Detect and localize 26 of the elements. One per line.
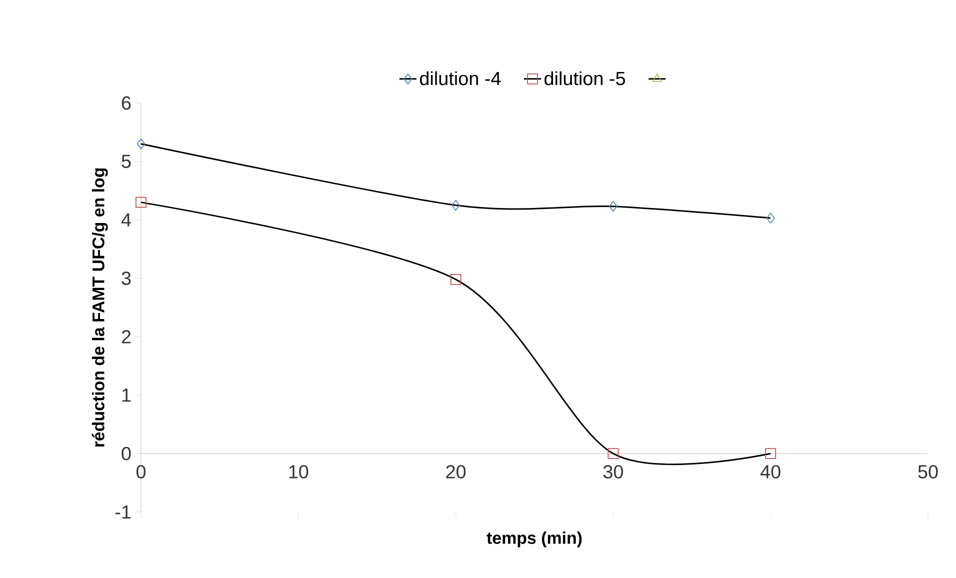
- y-tick-label: 1: [122, 388, 131, 402]
- x-tick-label: 10: [289, 465, 308, 478]
- legend-label: dilution -4: [420, 71, 501, 86]
- x-tick-label: 20: [446, 465, 466, 478]
- y-tick-label: 0: [122, 446, 131, 460]
- y-axis-title: réduction de la FAMT UFC/g en log: [92, 168, 108, 447]
- y-tick-label: 6: [122, 96, 131, 110]
- point: [452, 200, 460, 211]
- point: [136, 196, 146, 208]
- y-tick-label: 4: [121, 213, 131, 226]
- point: [765, 448, 776, 460]
- y-tick-label: -1: [116, 505, 131, 518]
- y-tick-label: 2: [122, 330, 131, 344]
- x-tick-label: 40: [760, 465, 780, 478]
- point: [136, 138, 146, 150]
- x-tick-label: 50: [918, 465, 938, 478]
- x-tick-label: 30: [603, 465, 623, 478]
- x-tick-label: 0: [136, 465, 146, 478]
- point: [608, 448, 619, 460]
- legend-label: dilution -5: [544, 71, 626, 86]
- y-tick-label: 3: [122, 272, 131, 285]
- point: [766, 212, 775, 224]
- point: [609, 200, 618, 212]
- y-tick-label: 5: [122, 154, 131, 168]
- x-axis-title: temps (min): [486, 532, 582, 548]
- point: [450, 274, 462, 285]
